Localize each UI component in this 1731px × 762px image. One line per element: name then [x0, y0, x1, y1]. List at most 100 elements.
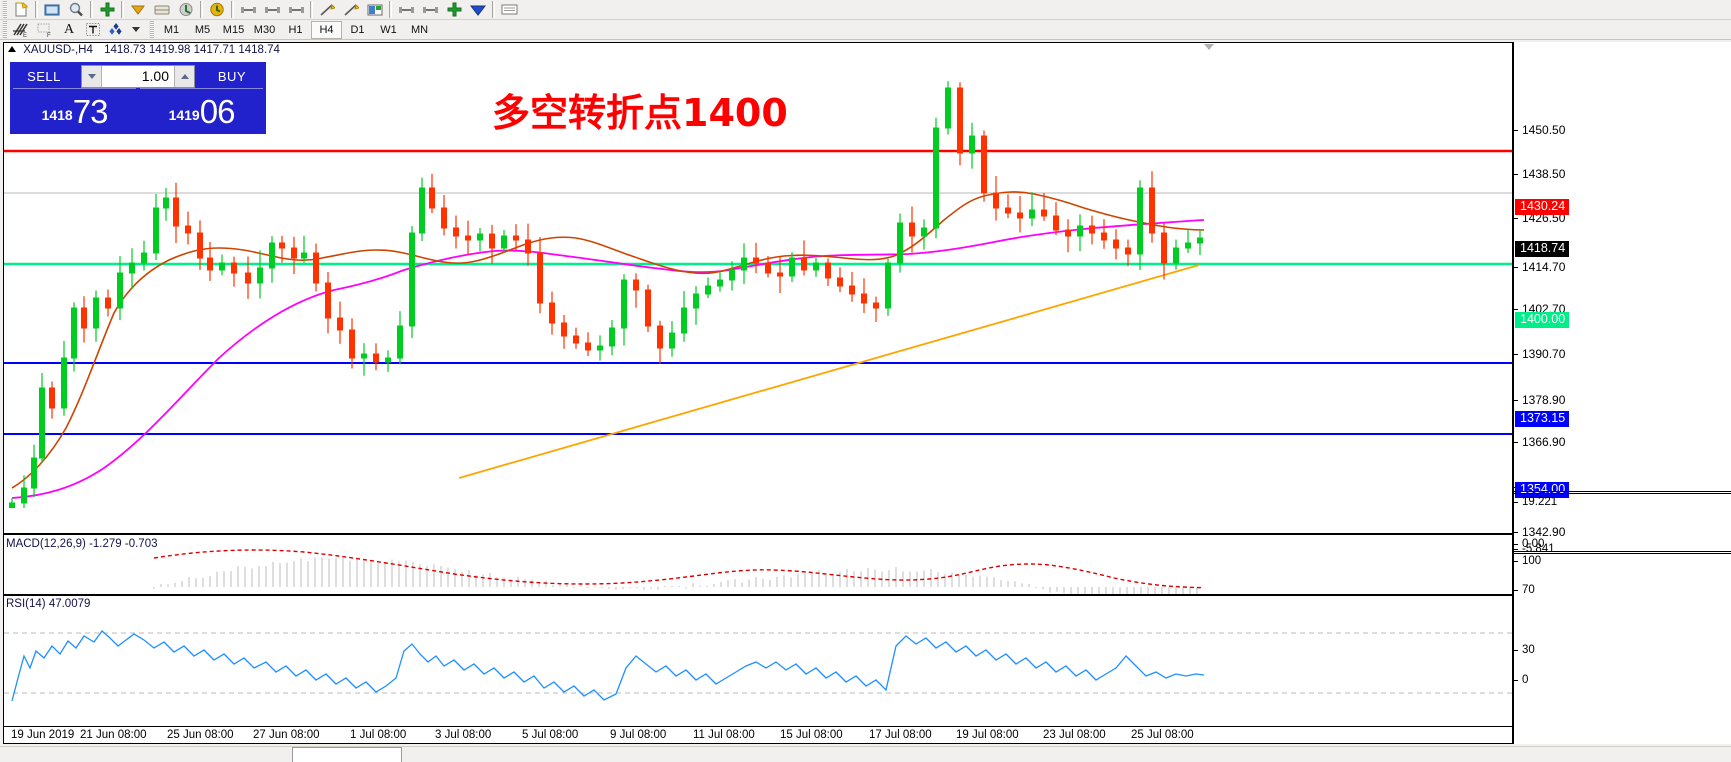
volume-decrement-button[interactable] — [82, 66, 102, 87]
rsi-indicator-label: RSI(14) 47.0079 — [6, 598, 91, 610]
bid-fraction: 73 — [72, 93, 109, 130]
price-pane[interactable] — [4, 58, 1512, 508]
price-tick: 1342.90 — [1514, 525, 1565, 539]
price-tick: 1438.50 — [1514, 167, 1565, 181]
toolbar-separator — [231, 1, 234, 18]
bid-big-figure: 1418 — [41, 107, 73, 123]
candle-body — [313, 252, 319, 284]
shield-icon[interactable] — [466, 0, 490, 19]
candle-body — [31, 457, 37, 489]
arrows-icon[interactable] — [105, 20, 129, 39]
macd-signal-line — [153, 549, 1205, 589]
toolbar-separator — [492, 1, 495, 18]
candle-body — [231, 262, 237, 274]
text-object-icon[interactable] — [81, 20, 105, 39]
new-chart-icon[interactable] — [9, 0, 33, 19]
timeframe-mn[interactable]: MN — [410, 23, 429, 36]
timeframe-d1[interactable]: D1 — [350, 23, 365, 36]
trendline2-icon[interactable] — [339, 0, 363, 19]
timeframe-m15[interactable]: M15 — [222, 23, 245, 36]
volume-input[interactable]: 1.00 — [141, 68, 169, 84]
price-level-resistance[interactable]: 1430.24 — [1515, 199, 1570, 215]
candle-body — [537, 252, 543, 304]
window-icon[interactable] — [497, 0, 521, 19]
chart-context-marker-icon[interactable] — [1204, 44, 1214, 50]
price-axis[interactable]: 1450.50 1438.50 1426.50 1414.70 1402.70 1390.… — [1513, 42, 1731, 744]
candle-body — [1005, 207, 1011, 214]
trade-panel-quotes: 1418 73 1419 06 — [10, 88, 266, 132]
refresh-icon[interactable] — [174, 0, 198, 19]
trendline-icon[interactable] — [315, 0, 339, 19]
timeframe-m30[interactable]: M30 — [253, 23, 276, 36]
candle-body — [693, 293, 699, 309]
volume-input-group[interactable]: 1.00 — [81, 65, 195, 88]
shapes-icon[interactable] — [126, 0, 150, 19]
open-chart-icon[interactable] — [40, 0, 64, 19]
price-tick: 1366.90 — [1514, 435, 1565, 449]
expert-advisor-icon[interactable]: E — [9, 20, 33, 39]
rsi-scale-tick: 30 — [1514, 644, 1535, 656]
timeframe-m5[interactable]: M5 — [194, 23, 211, 36]
candle-body — [801, 257, 807, 271]
price-level-level[interactable]: 1354.00 — [1515, 482, 1570, 498]
drawer-icon[interactable] — [150, 0, 174, 19]
ask-price-display[interactable]: 1419 06 — [140, 88, 263, 129]
candle-body — [361, 353, 367, 359]
hline2-icon[interactable] — [260, 0, 284, 19]
fib-icon[interactable] — [394, 0, 418, 19]
price-tick: 1450.50 — [1514, 123, 1565, 137]
zoom-icon[interactable] — [64, 0, 88, 19]
price-level-support[interactable]: 1400.00 — [1515, 312, 1570, 328]
timeframe-m1[interactable]: M1 — [163, 23, 180, 36]
pane-divider-macd-2 — [4, 534, 1512, 535]
volume-increment-button[interactable] — [174, 66, 194, 87]
toolbar-grip[interactable] — [2, 1, 7, 18]
text-label-icon[interactable]: A — [63, 21, 75, 37]
custom-indicator-icon[interactable]: F — [33, 20, 57, 39]
candle-body — [269, 242, 275, 269]
candle-body — [1029, 209, 1035, 219]
chart-tab[interactable] — [292, 747, 402, 762]
axis-divider-2 — [1514, 493, 1731, 494]
hline3-icon[interactable] — [284, 0, 308, 19]
hline-icon[interactable] — [236, 0, 260, 19]
candle-body — [969, 135, 975, 154]
toolbar-grip-2[interactable] — [2, 21, 7, 38]
candle-body — [837, 277, 843, 287]
candle-body — [129, 262, 135, 274]
arrows-dropdown-icon[interactable] — [129, 20, 143, 39]
timeframe-h4[interactable]: H4 — [311, 20, 342, 39]
buy-button[interactable]: BUY — [217, 69, 247, 84]
chart-symbol-label: XAUUSD-,H4 — [23, 44, 93, 56]
autoscroll-icon[interactable] — [205, 0, 229, 19]
rsi-scale-tick: 70 — [1514, 584, 1535, 596]
candle-body — [1017, 212, 1023, 219]
fib2-icon[interactable] — [418, 0, 442, 19]
one-click-trading-panel[interactable]: SELL 1.00 BUY 1418 73 1419 06 — [10, 62, 266, 134]
rect-icon[interactable] — [363, 0, 387, 19]
timeframe-w1[interactable]: W1 — [380, 23, 397, 36]
macd-pane[interactable] — [4, 536, 1512, 596]
chart-area[interactable]: XAUUSD-,H4 1418.73 1419.98 1417.71 1418.… — [3, 42, 1513, 744]
bid-price-display[interactable]: 1418 73 — [13, 88, 136, 129]
time-tick: 9 Jul 08:00 — [610, 729, 667, 741]
timeframe-bar: M1 M5 M15 M30 H1 H4 D1 W1 MN — [156, 20, 435, 39]
chart-text-annotation[interactable]: 多空转折点1400 — [492, 91, 788, 135]
candle-body — [397, 325, 403, 359]
candle-body — [105, 297, 111, 309]
candle-body — [921, 227, 927, 237]
add2-icon[interactable] — [442, 0, 466, 19]
macd-indicator-label: MACD(12,26,9) -1.279 -0.703 — [6, 538, 158, 550]
timeframe-h1[interactable]: H1 — [288, 23, 303, 36]
candle-body — [1101, 232, 1107, 241]
add-indicator-icon[interactable] — [95, 0, 119, 19]
price-level-current[interactable]: 1418.74 — [1515, 241, 1570, 257]
time-axis[interactable]: 19 Jun 2019 21 Jun 08:00 25 Jun 08:00 27 Ju… — [3, 726, 1513, 744]
rsi-pane[interactable] — [4, 596, 1512, 762]
candle-body — [681, 307, 687, 334]
sell-button[interactable]: SELL — [27, 69, 61, 84]
timeframe-grip[interactable] — [149, 21, 154, 38]
price-level-level[interactable]: 1373.15 — [1515, 411, 1570, 427]
collapse-icon[interactable] — [8, 46, 16, 52]
time-tick: 5 Jul 08:00 — [522, 729, 579, 741]
